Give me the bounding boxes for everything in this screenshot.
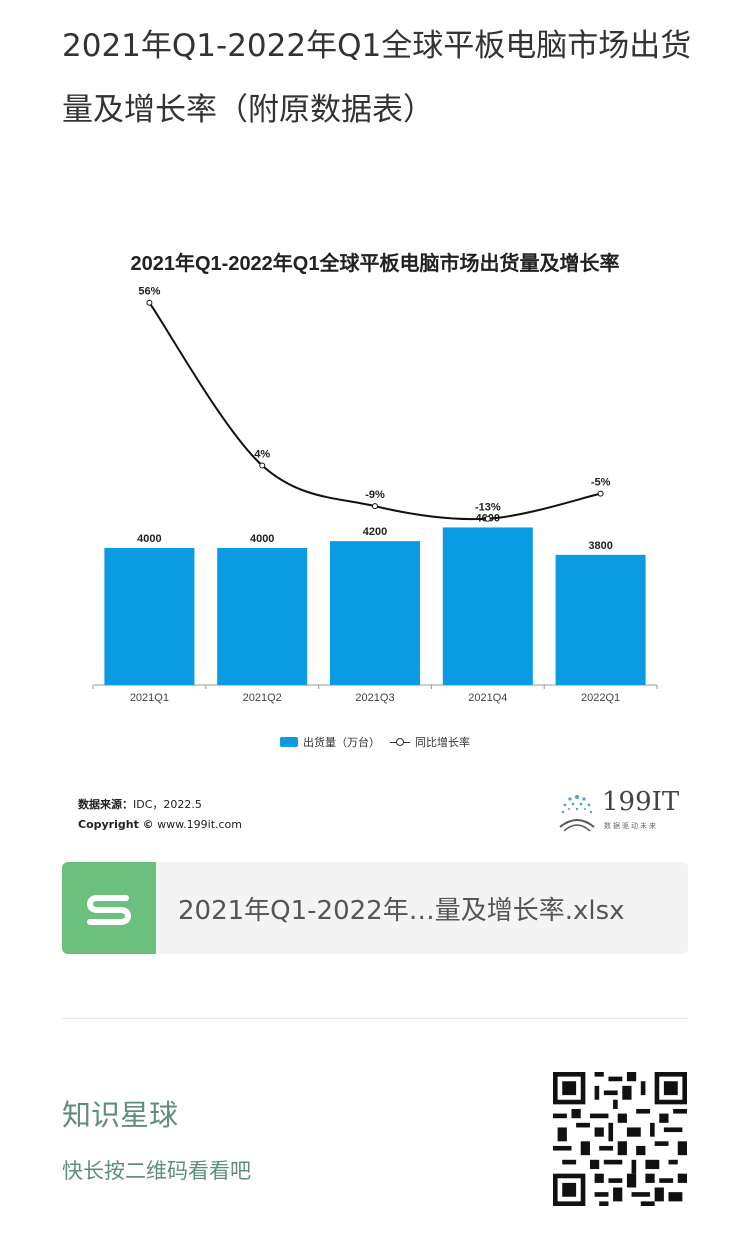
qr-code-icon[interactable] [553,1072,687,1206]
dandelion-icon [559,795,595,832]
growth-rate-point [146,299,153,306]
source-value: IDC，2022.5 [133,798,202,811]
growth-rate-label: -9% [365,489,385,501]
growth-rate-point [484,515,491,522]
chart-svg: 2021年Q1-2022年Q1全球平板电脑市场出货量及增长率 4000 2021Q… [92,251,658,704]
legend-line-label: 同比增长率 [415,736,470,749]
growth-rate-point [259,462,266,469]
brand-tagline: 数据驱动未来 [604,822,658,830]
bar-value-label: 4000 [137,533,161,545]
bar-2022Q1 [555,554,646,685]
copyright-value: www.199it.com [157,818,243,831]
x-tick-label: 2021Q1 [130,692,169,704]
spreadsheet-file-icon [62,862,156,954]
bar-2021Q2 [217,548,308,685]
bar-value-label: 4200 [363,526,387,538]
brand-name: 199IT [602,787,680,817]
growth-rate-point [372,503,378,510]
growth-rate-point [597,490,604,497]
bar-value-label: 3800 [588,540,612,552]
file-attachment-card[interactable]: 2021年Q1-2022年…量及增长率.xlsx [62,862,688,954]
chart-legend: 出货量（万台） 同比增长率 [30,734,720,750]
file-name: 2021年Q1-2022年…量及增长率.xlsx [178,896,625,926]
chart-title: 2021年Q1-2022年Q1全球平板电脑市场出货量及增长率 [130,251,619,275]
legend-line-marker [390,737,410,747]
legend-item-bar: 出货量（万台） [280,734,380,750]
x-tick-label: 2021Q3 [355,692,394,704]
chart-figure: 2021年Q1-2022年Q1全球平板电脑市场出货量及增长率 4000 2021Q… [30,230,720,850]
source-label: 数据来源： [78,798,133,811]
article-title: 2021年Q1-2022年Q1全球平板电脑市场出货量及增长率（附原数据表） [62,28,692,128]
x-tick-label: 2021Q4 [468,692,507,704]
bar-2021Q4 [442,527,533,685]
x-tick-label: 2021Q2 [243,692,282,704]
x-tick-label: 2022Q1 [581,692,620,704]
section-divider [62,1018,688,1019]
brand-logo: 199IT 数据驱动未来 [554,787,684,835]
legend-bar-label: 出货量（万台） [303,736,380,749]
source-note: 数据来源：IDC，2022.5 Copyright © www.199it.co… [78,795,242,835]
bar-2021Q3 [330,541,420,685]
bar-2021Q1 [104,548,195,685]
growth-rate-label: -5% [591,477,611,489]
growth-rate-line [148,302,601,521]
copyright-label: Copyright © [78,818,154,831]
growth-rate-label: 56% [138,286,160,298]
legend-bar-swatch [280,737,298,747]
bar-value-label: 4000 [250,533,274,545]
legend-item-line: 同比增长率 [390,734,470,750]
growth-rate-label: -13% [475,502,501,514]
knowledge-planet-title: 知识星球 [62,1098,179,1132]
knowledge-planet-subtitle: 快长按二维码看看吧 [62,1159,251,1183]
growth-rate-label: 4% [254,448,270,460]
